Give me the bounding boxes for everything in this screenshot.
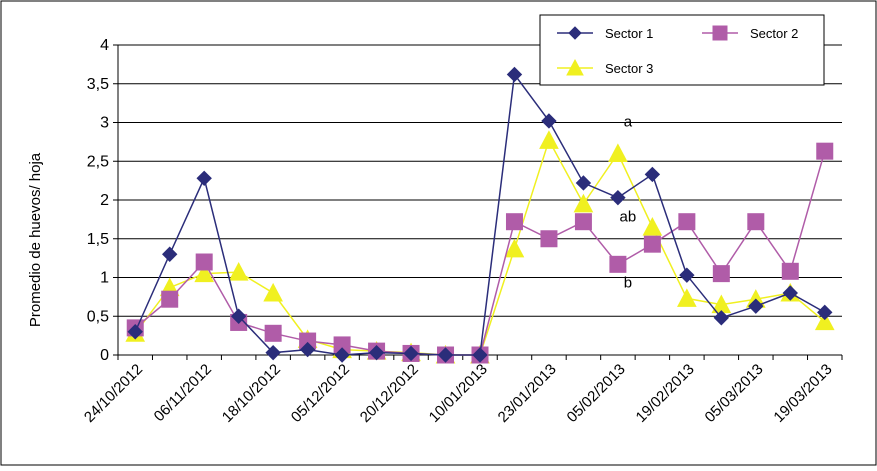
point-triangle (539, 130, 559, 149)
point-diamond (162, 246, 178, 262)
y-tick-label: 0 (100, 347, 109, 364)
point-diamond (782, 285, 798, 301)
point-diamond (541, 113, 557, 129)
point-triangle (504, 238, 525, 258)
y-tick-label: 1 (100, 270, 109, 287)
point-diamond (568, 26, 582, 40)
point-square (161, 290, 179, 308)
point-diamond (713, 310, 730, 326)
y-tick-label: 4 (100, 37, 109, 54)
legend-items: Sector 1 Sector 2 Sector 3 (557, 25, 798, 76)
series-1 (127, 66, 833, 363)
series (125, 66, 835, 364)
legend-label: Sector 2 (750, 26, 798, 41)
point-triangle (194, 263, 215, 283)
point-square (264, 324, 282, 342)
point-square (505, 213, 523, 231)
point-diamond (679, 267, 695, 283)
y-tick-label: 3 (100, 115, 109, 132)
point-square (609, 255, 627, 273)
point-triangle (814, 311, 835, 331)
point-diamond (437, 347, 454, 363)
point-diamond (196, 170, 212, 187)
point-diamond (403, 345, 419, 362)
point-square (747, 213, 765, 231)
legend-box (539, 14, 825, 86)
annotations: a ab b (620, 113, 637, 291)
point-square (540, 230, 558, 248)
point-diamond (748, 298, 764, 314)
point-diamond (127, 324, 143, 340)
legend-item: Sector 1 (557, 26, 653, 41)
point-square (643, 235, 661, 253)
point-diamond (644, 166, 661, 183)
y-tick-label: 1,5 (87, 231, 109, 248)
point-diamond (472, 347, 488, 363)
point-square (781, 262, 799, 280)
point-diamond (334, 347, 350, 363)
y-tick-label: 2,5 (87, 153, 109, 170)
y-tick-labels: 0 0,5 1 1,5 2 2,5 3 3,5 4 (87, 37, 109, 364)
point-square (195, 253, 213, 271)
point-square (712, 265, 730, 283)
point-diamond (299, 341, 316, 358)
point-triangle (642, 217, 663, 236)
point-square (816, 142, 834, 160)
point-square (678, 213, 696, 231)
legend-label: Sector 3 (605, 61, 653, 76)
point-triangle (608, 143, 628, 162)
annotation-label: ab (620, 209, 637, 226)
y-tick-label: 2 (100, 192, 109, 209)
point-diamond (368, 344, 385, 361)
point-triangle (228, 262, 249, 281)
point-square (574, 213, 592, 231)
point-diamond (610, 189, 626, 206)
point-triangle (566, 58, 584, 76)
point-diamond (575, 175, 592, 191)
y-axis-title: Promedio de huevos/ hoja (27, 152, 44, 327)
legend-label: Sector 1 (605, 26, 653, 41)
point-square (712, 25, 728, 41)
legend: Sector 1 Sector 2 Sector 3 (539, 14, 825, 86)
point-triangle (263, 282, 283, 302)
legend-item: Sector 3 (557, 58, 653, 76)
point-triangle (573, 193, 594, 213)
y-tick-label: 3,5 (87, 76, 109, 93)
y-tick-label: 0,5 (87, 308, 109, 325)
point-diamond (265, 344, 281, 361)
annotation-label: b (624, 275, 632, 292)
point-triangle (677, 288, 697, 307)
point-diamond (506, 66, 523, 83)
point-diamond (817, 304, 833, 321)
point-diamond (230, 308, 247, 324)
legend-item: Sector 2 (702, 25, 798, 41)
annotation-label: a (624, 113, 633, 130)
